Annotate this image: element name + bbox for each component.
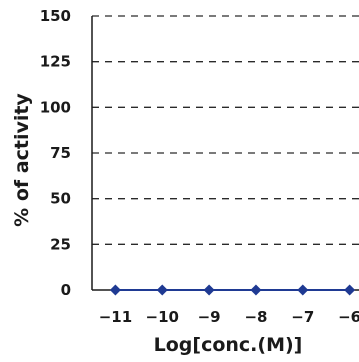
y-tick-label: 100 <box>40 98 71 116</box>
gridlines <box>92 15 359 245</box>
x-tick-label: −8 <box>244 308 267 326</box>
data-point-marker <box>109 284 121 296</box>
y-tick-label: 150 <box>40 7 71 25</box>
data-point-marker <box>156 284 168 296</box>
x-tick-labels: −11 −10 −9 −8 −7 −6 <box>99 308 359 326</box>
series <box>109 284 356 296</box>
y-tick-label: 25 <box>50 235 71 253</box>
data-point-marker <box>250 284 262 296</box>
y-tick-label: 125 <box>40 53 71 71</box>
data-point-marker <box>297 284 309 296</box>
x-tick-label: −6 <box>338 308 359 326</box>
y-tick-label: 0 <box>61 281 71 299</box>
x-tick-label: −11 <box>99 308 132 326</box>
y-axis-title: % of activity <box>11 93 33 227</box>
x-tick-label: −9 <box>198 308 221 326</box>
y-tick-label: 50 <box>50 190 71 208</box>
y-tick-label: 75 <box>50 144 71 162</box>
y-tick-labels: 0 25 50 75 100 125 150 <box>40 7 71 299</box>
x-axis-title: Log[conc.(M)] <box>154 334 303 356</box>
x-tick-label: −10 <box>146 308 179 326</box>
x-tick-label: −7 <box>291 308 314 326</box>
data-point-marker <box>344 284 356 296</box>
data-point-marker <box>203 284 215 296</box>
